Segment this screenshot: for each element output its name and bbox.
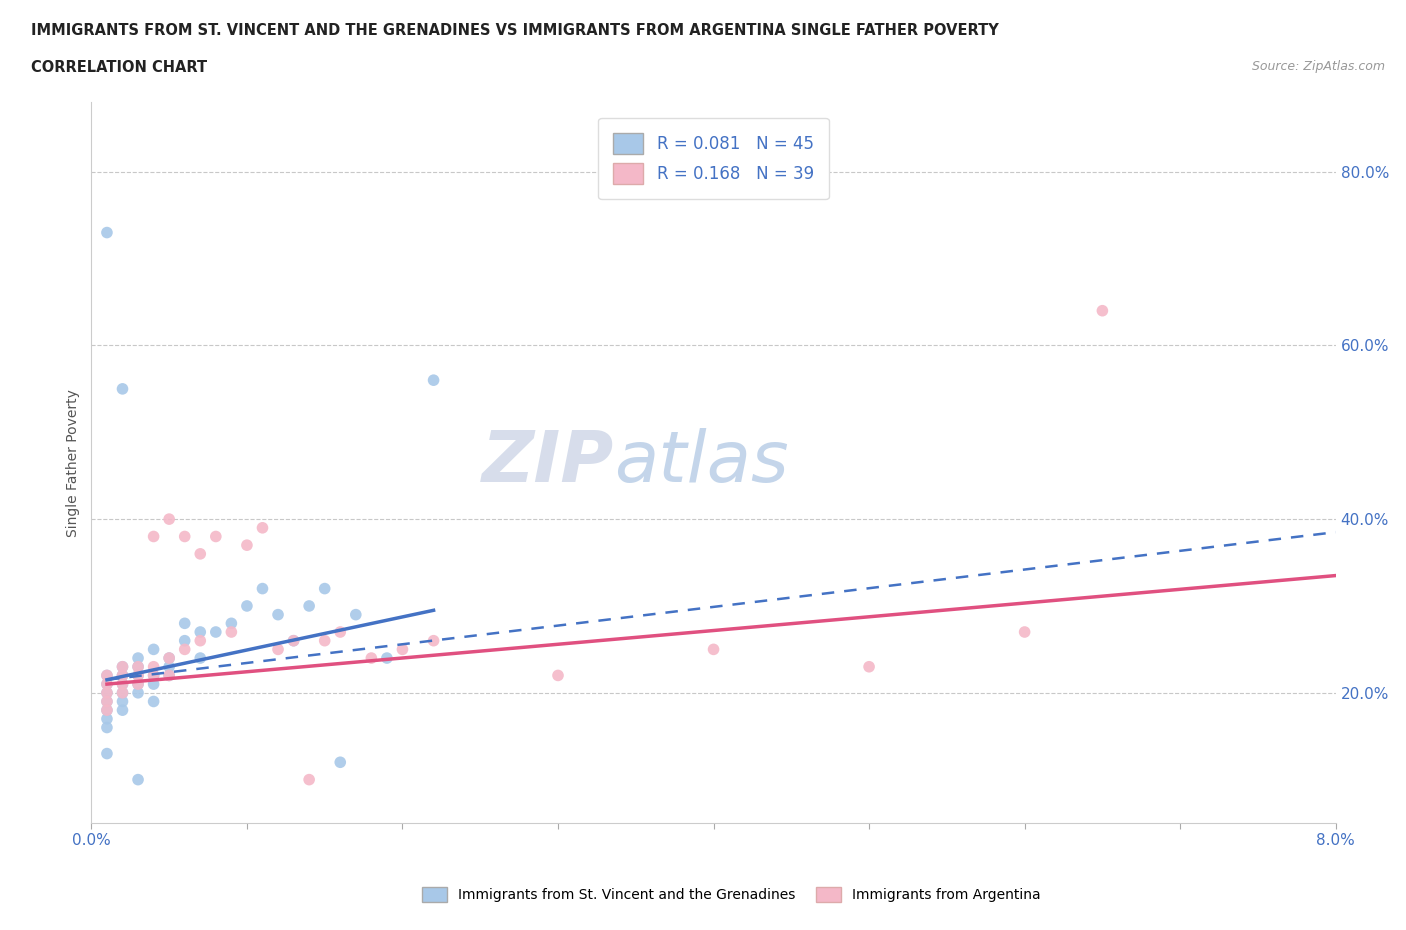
- Point: [127, 677, 149, 692]
- Point: [127, 668, 149, 683]
- Point: [173, 616, 195, 631]
- Point: [96, 677, 118, 692]
- Point: [127, 659, 149, 674]
- Point: [267, 642, 290, 657]
- Point: [96, 694, 118, 709]
- Legend: Immigrants from St. Vincent and the Grenadines, Immigrants from Argentina: Immigrants from St. Vincent and the Gren…: [415, 880, 1047, 910]
- Point: [142, 677, 165, 692]
- Point: [236, 538, 259, 552]
- Point: [111, 677, 134, 692]
- Point: [375, 651, 398, 666]
- Point: [252, 521, 274, 536]
- Point: [221, 616, 243, 631]
- Point: [127, 659, 149, 674]
- Point: [329, 755, 352, 770]
- Point: [547, 668, 569, 683]
- Point: [96, 685, 118, 700]
- Point: [858, 659, 880, 674]
- Point: [422, 373, 444, 388]
- Text: atlas: atlas: [614, 428, 789, 498]
- Point: [142, 668, 165, 683]
- Point: [236, 599, 259, 614]
- Point: [252, 581, 274, 596]
- Point: [283, 633, 305, 648]
- Point: [221, 625, 243, 640]
- Point: [157, 668, 180, 683]
- Point: [205, 625, 228, 640]
- Point: [96, 225, 118, 240]
- Point: [344, 607, 367, 622]
- Point: [298, 599, 321, 614]
- Point: [111, 668, 134, 683]
- Point: [96, 685, 118, 700]
- Point: [188, 547, 211, 562]
- Point: [702, 642, 725, 657]
- Legend: R = 0.081   N = 45, R = 0.168   N = 39: R = 0.081 N = 45, R = 0.168 N = 39: [599, 118, 828, 199]
- Point: [157, 651, 180, 666]
- Point: [329, 625, 352, 640]
- Point: [422, 633, 444, 648]
- Point: [96, 703, 118, 718]
- Point: [111, 668, 134, 683]
- Point: [173, 642, 195, 657]
- Point: [111, 685, 134, 700]
- Point: [142, 694, 165, 709]
- Point: [111, 659, 134, 674]
- Point: [142, 529, 165, 544]
- Point: [111, 659, 134, 674]
- Point: [96, 720, 118, 735]
- Point: [96, 668, 118, 683]
- Point: [127, 651, 149, 666]
- Point: [157, 512, 180, 526]
- Point: [111, 685, 134, 700]
- Point: [314, 633, 336, 648]
- Point: [111, 381, 134, 396]
- Point: [298, 772, 321, 787]
- Point: [142, 642, 165, 657]
- Point: [142, 668, 165, 683]
- Point: [111, 703, 134, 718]
- Point: [173, 633, 195, 648]
- Point: [314, 581, 336, 596]
- Point: [96, 746, 118, 761]
- Y-axis label: Single Father Poverty: Single Father Poverty: [66, 389, 80, 537]
- Text: IMMIGRANTS FROM ST. VINCENT AND THE GRENADINES VS IMMIGRANTS FROM ARGENTINA SING: IMMIGRANTS FROM ST. VINCENT AND THE GREN…: [31, 23, 998, 38]
- Point: [96, 711, 118, 726]
- Point: [205, 529, 228, 544]
- Point: [1014, 625, 1036, 640]
- Point: [142, 659, 165, 674]
- Point: [96, 703, 118, 718]
- Text: Source: ZipAtlas.com: Source: ZipAtlas.com: [1251, 60, 1385, 73]
- Point: [157, 659, 180, 674]
- Point: [96, 668, 118, 683]
- Point: [391, 642, 413, 657]
- Point: [96, 677, 118, 692]
- Point: [157, 668, 180, 683]
- Point: [127, 685, 149, 700]
- Point: [188, 625, 211, 640]
- Point: [96, 694, 118, 709]
- Point: [111, 677, 134, 692]
- Point: [157, 651, 180, 666]
- Point: [127, 677, 149, 692]
- Point: [111, 694, 134, 709]
- Point: [360, 651, 382, 666]
- Point: [283, 633, 305, 648]
- Text: ZIP: ZIP: [482, 428, 614, 498]
- Text: CORRELATION CHART: CORRELATION CHART: [31, 60, 207, 75]
- Point: [173, 529, 195, 544]
- Point: [188, 651, 211, 666]
- Point: [188, 633, 211, 648]
- Point: [127, 668, 149, 683]
- Point: [267, 607, 290, 622]
- Point: [127, 772, 149, 787]
- Point: [1091, 303, 1114, 318]
